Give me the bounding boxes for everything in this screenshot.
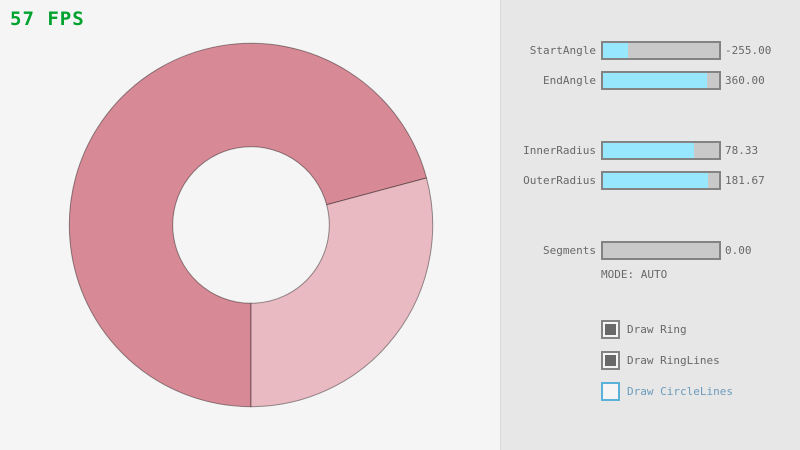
dark-overlap-segment <box>68 42 428 408</box>
ring-drawing <box>68 42 434 408</box>
draw-ringlines-checkbox[interactable] <box>601 351 620 370</box>
outerradius-slider-row: OuterRadius 181.67 <box>501 171 800 190</box>
endangle-value: 360.00 <box>725 74 765 87</box>
endangle-slider-row: EndAngle 360.00 <box>501 71 800 90</box>
checkbox-check-mark <box>605 324 616 335</box>
outerradius-slider[interactable] <box>601 171 721 190</box>
startangle-label: StartAngle <box>529 44 596 57</box>
slider-fill <box>603 173 709 188</box>
segments-slider[interactable] <box>601 241 721 260</box>
startangle-slider-row: StartAngle -255.00 <box>501 41 800 60</box>
innerradius-slider[interactable] <box>601 141 721 160</box>
draw-circlelines-checkbox-row: Draw CircleLines <box>601 382 733 401</box>
slider-fill <box>603 73 708 88</box>
checkbox-check-mark <box>605 355 616 366</box>
segments-label: Segments <box>543 244 596 257</box>
innerradius-label: InnerRadius <box>523 144 596 157</box>
startangle-slider[interactable] <box>601 41 721 60</box>
endangle-label: EndAngle <box>543 74 596 87</box>
fps-counter: 57 FPS <box>10 8 85 30</box>
draw-ring-checkbox-row: Draw Ring <box>601 320 687 339</box>
innerradius-value: 78.33 <box>725 144 759 157</box>
startangle-value: -255.00 <box>725 44 772 57</box>
draw-ring-label: Draw Ring <box>627 323 687 336</box>
controls-panel: StartAngle -255.00 EndAngle 360.00 Inner… <box>500 0 800 450</box>
slider-fill <box>603 43 629 58</box>
draw-ringlines-label: Draw RingLines <box>627 354 720 367</box>
draw-ring-checkbox[interactable] <box>601 320 620 339</box>
draw-circlelines-label: Draw CircleLines <box>627 385 733 398</box>
light-segment <box>250 177 434 408</box>
segments-value: 0.00 <box>725 244 752 257</box>
mode-indicator: MODE: AUTO <box>601 268 668 281</box>
draw-circlelines-checkbox[interactable] <box>601 382 620 401</box>
draw-ringlines-checkbox-row: Draw RingLines <box>601 351 720 370</box>
slider-fill <box>603 143 694 158</box>
innerradius-slider-row: InnerRadius 78.33 <box>501 141 800 160</box>
endangle-slider[interactable] <box>601 71 721 90</box>
outerradius-value: 181.67 <box>725 174 765 187</box>
segments-slider-row: Segments 0.00 <box>501 241 800 260</box>
outerradius-label: OuterRadius <box>523 174 596 187</box>
